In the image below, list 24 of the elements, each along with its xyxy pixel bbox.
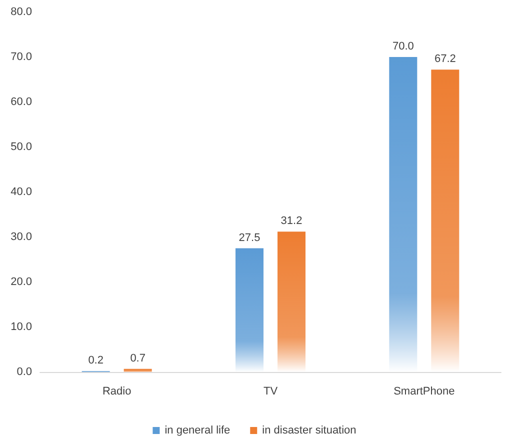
y-tick-label: 20.0 [10,276,32,288]
bar [431,70,460,372]
data-label: 70.0 [392,40,414,52]
data-label: 0.7 [130,352,146,364]
bar [124,368,152,372]
y-tick-label: 50.0 [10,141,32,153]
x-tick-label: Radio [102,386,132,398]
bar [278,232,306,372]
data-label: 0.2 [88,354,104,367]
data-label: 31.2 [280,215,302,228]
y-tick-label: 80.0 [10,6,32,18]
legend-label: in disaster situation [262,424,356,436]
y-tick-label: 0.0 [16,366,32,378]
data-label: 67.2 [434,53,456,66]
y-tick-label: 30.0 [10,231,32,243]
x-tick-label: TV [263,386,278,398]
x-tick-label: SmartPhone [394,386,455,398]
bar [236,248,264,372]
legend-label: in general life [164,424,230,436]
y-tick-label: 60.0 [10,96,32,108]
y-tick-label: 70.0 [10,51,32,63]
data-label: 27.5 [238,232,260,244]
y-tick-label: 40.0 [10,186,32,198]
y-tick-label: 10.0 [10,321,32,333]
